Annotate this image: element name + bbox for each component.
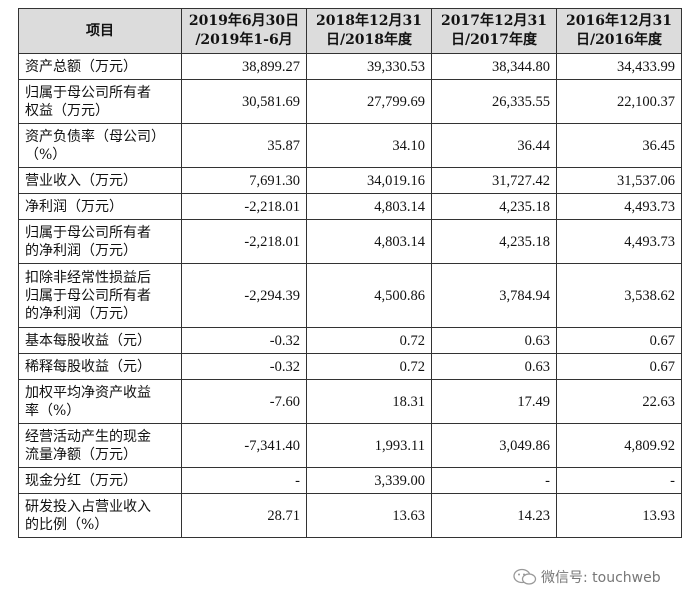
financial-table: 项目 2019年6月30日/2019年1-6月 2018年12月31 日/2018年度… (18, 8, 682, 538)
table-row: 净利润（万元） -2,218.01 4,803.14 4,235.18 4,493.73 (18, 193, 682, 220)
row-label: 经营活动产生的现金 流量净额（万元） (18, 423, 182, 468)
watermark-text: 微信号: touchweb (541, 570, 661, 586)
row-value: 3,049.86 (431, 423, 557, 468)
row-label: 资产总额（万元） (18, 53, 182, 80)
watermark: 微信号: touchweb (513, 567, 661, 587)
row-value: 38,899.27 (181, 53, 307, 80)
row-value: 0.67 (556, 327, 682, 354)
row-value: 0.72 (306, 353, 432, 380)
table-row: 归属于母公司所有者 的净利润（万元） -2,218.01 4,803.14 4,235.… (18, 219, 682, 264)
table-row: 基本每股收益（元） -0.32 0.72 0.63 0.67 (18, 327, 682, 354)
row-value: 38,344.80 (431, 53, 557, 80)
row-value: 35.87 (181, 123, 307, 168)
row-value: 18.31 (306, 379, 432, 424)
row-value: 4,809.92 (556, 423, 682, 468)
row-label: 现金分红（万元） (18, 467, 182, 494)
row-label: 资产负债率（母公司） （%） (18, 123, 182, 168)
row-value: 28.71 (181, 493, 307, 538)
table-row: 稀释每股收益（元） -0.32 0.72 0.63 0.67 (18, 353, 682, 380)
header-period-3: 2017年12月31 日/2017年度 (431, 8, 557, 54)
row-value: 31,537.06 (556, 167, 682, 194)
row-value: 0.63 (431, 353, 557, 380)
row-value: - (181, 467, 307, 494)
header-row: 项目 2019年6月30日/2019年1-6月 2018年12月31 日/2018年度… (18, 8, 682, 54)
row-value: 3,339.00 (306, 467, 432, 494)
header-item: 项目 (18, 8, 182, 54)
row-value: -7.60 (181, 379, 307, 424)
table-row: 营业收入（万元） 7,691.30 34,019.16 31,727.42 31,537… (18, 167, 682, 194)
row-label: 研发投入占营业收入 的比例（%） (18, 493, 182, 538)
row-value: -2,294.39 (181, 263, 307, 328)
row-value: 34,019.16 (306, 167, 432, 194)
row-value: 4,235.18 (431, 193, 557, 220)
table-row: 资产负债率（母公司） （%） 35.87 34.10 36.44 36.45 (18, 123, 682, 168)
table-row: 经营活动产生的现金 流量净额（万元） -7,341.40 1,993.11 3,049.… (18, 423, 682, 468)
row-value: 7,691.30 (181, 167, 307, 194)
row-value: 27,799.69 (306, 79, 432, 124)
row-label: 归属于母公司所有者 权益（万元） (18, 79, 182, 124)
row-value: -0.32 (181, 353, 307, 380)
row-label: 营业收入（万元） (18, 167, 182, 194)
row-value: 14.23 (431, 493, 557, 538)
row-value: -0.32 (181, 327, 307, 354)
row-value: 34.10 (306, 123, 432, 168)
row-value: 0.63 (431, 327, 557, 354)
row-value: 4,803.14 (306, 193, 432, 220)
row-value: 17.49 (431, 379, 557, 424)
row-value: 4,493.73 (556, 193, 682, 220)
header-period-2: 2018年12月31 日/2018年度 (306, 8, 432, 54)
row-value: 3,784.94 (431, 263, 557, 328)
row-value: 4,500.86 (306, 263, 432, 328)
row-value: 26,335.55 (431, 79, 557, 124)
row-value: 22,100.37 (556, 79, 682, 124)
row-value: 30,581.69 (181, 79, 307, 124)
row-value: 3,538.62 (556, 263, 682, 328)
row-value: -7,341.40 (181, 423, 307, 468)
row-value: 34,433.99 (556, 53, 682, 80)
row-value: 0.72 (306, 327, 432, 354)
table-row: 扣除非经常性损益后 归属于母公司所有者 的净利润（万元） -2,294.39 4,500… (18, 263, 682, 328)
table-row: 资产总额（万元） 38,899.27 39,330.53 38,344.80 34,43… (18, 53, 682, 80)
row-label: 归属于母公司所有者 的净利润（万元） (18, 219, 182, 264)
row-value: 36.45 (556, 123, 682, 168)
row-label: 基本每股收益（元） (18, 327, 182, 354)
row-label: 稀释每股收益（元） (18, 353, 182, 380)
row-value: 0.67 (556, 353, 682, 380)
row-value: 36.44 (431, 123, 557, 168)
row-value: 4,803.14 (306, 219, 432, 264)
table-row: 加权平均净资产收益 率（%） -7.60 18.31 17.49 22.63 (18, 379, 682, 424)
row-value: 4,493.73 (556, 219, 682, 264)
header-period-4: 2016年12月31 日/2016年度 (556, 8, 682, 54)
row-label: 加权平均净资产收益 率（%） (18, 379, 182, 424)
row-value: 4,235.18 (431, 219, 557, 264)
table-body: 资产总额（万元） 38,899.27 39,330.53 38,344.80 34,43… (18, 53, 682, 538)
table-row: 研发投入占营业收入 的比例（%） 28.71 13.63 14.23 13.93 (18, 493, 682, 538)
row-value: - (431, 467, 557, 494)
row-value: 39,330.53 (306, 53, 432, 80)
row-value: - (556, 467, 682, 494)
row-value: 31,727.42 (431, 167, 557, 194)
row-value: 1,993.11 (306, 423, 432, 468)
row-value: -2,218.01 (181, 193, 307, 220)
row-label: 扣除非经常性损益后 归属于母公司所有者 的净利润（万元） (18, 263, 182, 328)
header-period-1: 2019年6月30日/2019年1-6月 (181, 8, 307, 54)
row-value: -2,218.01 (181, 219, 307, 264)
row-label: 净利润（万元） (18, 193, 182, 220)
row-value: 13.93 (556, 493, 682, 538)
wechat-icon (513, 568, 537, 586)
table-row: 归属于母公司所有者 权益（万元） 30,581.69 27,799.69 26,335.… (18, 79, 682, 124)
table-row: 现金分红（万元） -3,339.00- - (18, 467, 682, 494)
row-value: 22.63 (556, 379, 682, 424)
row-value: 13.63 (306, 493, 432, 538)
